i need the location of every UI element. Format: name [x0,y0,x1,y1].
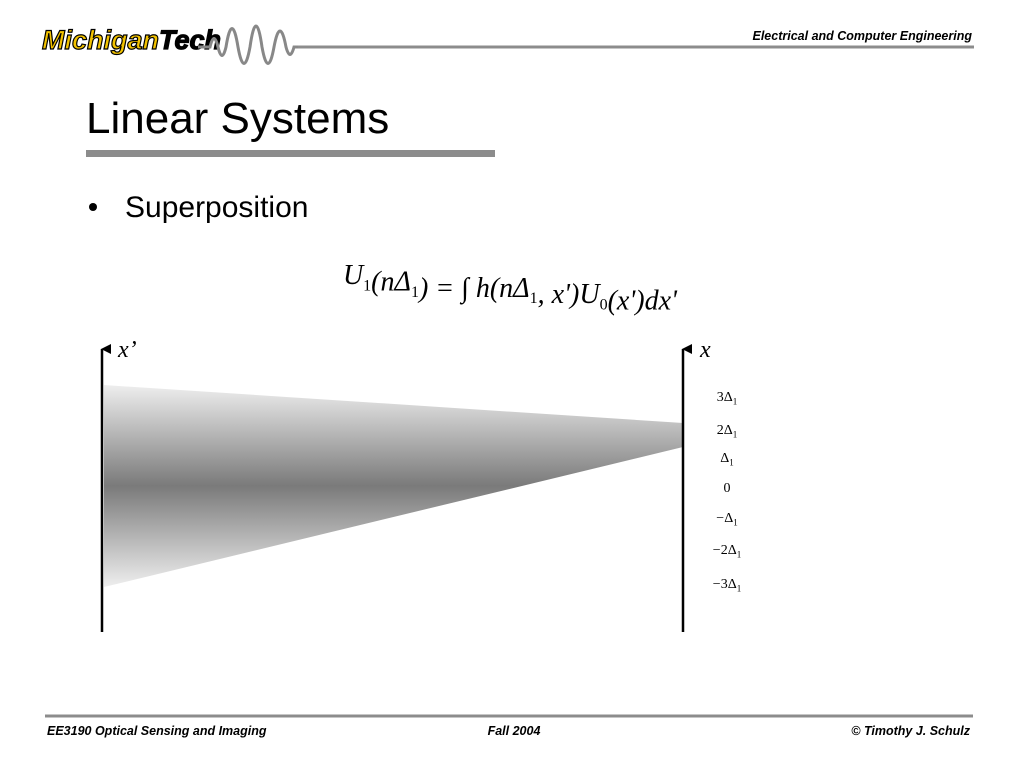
text-part: U [343,260,365,291]
text-part: (nΔ [371,266,411,297]
subscript: 1 [733,397,738,407]
footer-course: EE3190 Optical Sensing and Imaging [47,724,267,738]
bullet-dot [89,203,97,211]
title-bar [86,150,495,157]
tick-label: −2Δ1 [713,543,741,560]
subscript: 1 [729,458,734,468]
subscript: 1 [733,430,738,440]
text-part: −Δ [716,511,733,526]
logo-wave [198,24,300,65]
subscript: 1 [363,277,371,294]
tick-label: Δ1 [720,451,734,468]
subscript: 1 [530,290,538,307]
text-part: −2Δ [713,543,737,558]
left-axis-label: x’ [117,337,137,363]
subscript: 1 [411,284,419,301]
tick-label: −Δ1 [716,511,737,528]
footer-author: © Timothy J. Schulz [851,724,970,738]
logo-main: Michigan [42,25,159,55]
department: Electrical and Computer Engineering [753,29,973,43]
tick-label: 3Δ1 [717,390,738,407]
beam [104,385,683,587]
subscript: 1 [737,584,742,594]
subscript: 1 [737,550,742,560]
tick-label: 0 [724,481,731,496]
subscript: 1 [733,518,738,528]
text-part: Δ [720,451,729,466]
tick-label: −3Δ1 [713,577,741,594]
text-part: 2Δ [717,423,733,438]
tick-label: 2Δ1 [717,423,738,440]
text-part: 3Δ [717,390,733,405]
bullet-text: Superposition [125,191,308,224]
footer-term: Fall 2004 [488,724,541,738]
text-part: ) = ∫ h(nΔ [417,273,530,305]
right-axis-label: x [699,337,711,363]
subscript: 0 [600,297,608,314]
logo: MichiganTech [42,25,221,55]
slide-title: Linear Systems [86,94,389,143]
text-part: 0 [724,481,731,496]
text-part: , x')U [538,279,602,310]
text-part: (x')dx' [608,286,678,317]
text-part: −3Δ [713,577,737,592]
equation: U1(nΔ1) = ∫ h(nΔ1, x')U0(x')dx' [343,260,678,317]
